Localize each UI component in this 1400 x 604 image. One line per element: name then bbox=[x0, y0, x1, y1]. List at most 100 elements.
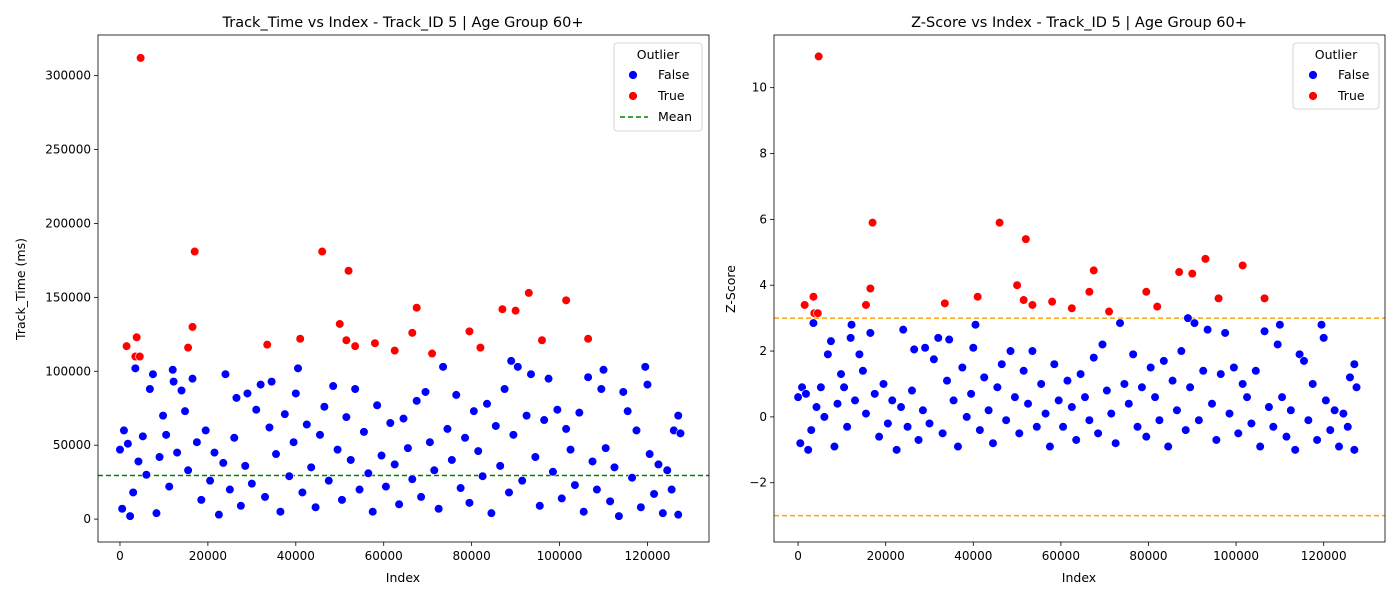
z-score-legend-label-false: False bbox=[1338, 67, 1370, 82]
track-time-point-normal bbox=[141, 470, 151, 480]
track-time-point-normal bbox=[275, 507, 286, 517]
z-score-point-normal bbox=[942, 376, 952, 386]
track-time-point-normal bbox=[158, 411, 168, 421]
track-time-point-normal bbox=[376, 450, 387, 461]
z-score-point-outlier bbox=[1027, 300, 1038, 310]
z-score-point-normal bbox=[1124, 399, 1134, 409]
z-score-point-normal bbox=[997, 359, 1007, 369]
track-time-legend-box bbox=[613, 42, 703, 132]
track-time-point-outlier bbox=[524, 288, 534, 298]
track-time-point-normal bbox=[425, 437, 435, 447]
z-score-point-normal bbox=[1119, 379, 1129, 389]
track-time-point-normal bbox=[220, 369, 231, 379]
z-score-point-normal bbox=[861, 409, 871, 419]
z-score-point-normal bbox=[892, 445, 902, 455]
z-score-point-normal bbox=[1316, 320, 1327, 330]
z-score-point-normal bbox=[1338, 409, 1348, 419]
track-time-point-outlier bbox=[497, 304, 508, 314]
z-score-point-normal bbox=[850, 395, 860, 406]
z-score-point-normal bbox=[1132, 422, 1143, 432]
z-score-y-tick-label: 0 bbox=[759, 410, 767, 424]
z-score-plot-frame bbox=[773, 34, 1386, 543]
track-time-y-axis-label: Track_Time (ms) bbox=[13, 238, 28, 341]
track-time-point-normal bbox=[574, 408, 584, 418]
z-score-point-normal bbox=[1093, 428, 1103, 438]
z-score-point-normal bbox=[1334, 441, 1344, 452]
track-time-point-normal bbox=[372, 400, 382, 410]
track-time-point-normal bbox=[673, 510, 683, 520]
z-score-point-normal bbox=[907, 385, 917, 396]
z-score-point-normal bbox=[1102, 385, 1112, 396]
track-time-point-normal bbox=[168, 365, 178, 375]
track-time-x-tick-label: 0 bbox=[116, 549, 124, 563]
track-time-point-normal bbox=[429, 465, 439, 475]
track-time-point-outlier bbox=[370, 338, 380, 348]
track-time-point-outlier bbox=[427, 348, 437, 359]
z-score-x-tick-label: 40000 bbox=[954, 549, 992, 563]
track-time-y-tick-label: 300000 bbox=[45, 69, 91, 83]
z-score-point-normal bbox=[1075, 369, 1086, 379]
track-time-point-normal bbox=[412, 396, 422, 406]
track-time-point-normal bbox=[229, 433, 239, 443]
z-score-point-outlier bbox=[1174, 267, 1184, 277]
track-time-point-normal bbox=[354, 484, 365, 495]
track-time-point-normal bbox=[587, 456, 598, 467]
track-time-legend-marker-true bbox=[628, 91, 638, 101]
z-score-point-normal bbox=[918, 405, 928, 415]
track-time-plot-frame bbox=[97, 34, 710, 543]
z-score-point-normal bbox=[909, 344, 919, 355]
z-score-point-normal bbox=[1005, 346, 1016, 356]
track-time-y-tick-label: 100000 bbox=[45, 364, 91, 378]
track-time-y-tick-label: 250000 bbox=[45, 143, 91, 157]
z-score-point-normal bbox=[1111, 438, 1121, 448]
track-time-point-normal bbox=[209, 447, 220, 458]
track-time-point-normal bbox=[548, 467, 558, 477]
track-time-point-normal bbox=[328, 381, 338, 391]
track-time-legend: Outlier False True Mean bbox=[613, 42, 703, 132]
track-time-point-normal bbox=[592, 484, 602, 495]
z-score-point-normal bbox=[1032, 422, 1042, 432]
z-score-x-axis-label: Index bbox=[1062, 570, 1096, 585]
track-time-point-normal bbox=[271, 449, 281, 459]
z-score-point-normal bbox=[913, 435, 924, 445]
track-time-point-normal bbox=[478, 471, 488, 481]
track-time-point-normal bbox=[284, 471, 294, 481]
track-time-point-normal bbox=[614, 511, 624, 521]
track-time-point-normal bbox=[368, 507, 378, 517]
track-time-point-normal bbox=[242, 388, 253, 399]
z-score-x-tick-label: 0 bbox=[794, 549, 802, 563]
track-time-points bbox=[115, 53, 686, 521]
z-score-point-normal bbox=[1294, 349, 1305, 359]
track-time-point-outlier bbox=[183, 343, 193, 353]
z-score-point-normal bbox=[1299, 356, 1309, 366]
track-time-point-normal bbox=[293, 363, 303, 373]
z-score-point-normal bbox=[1150, 392, 1160, 402]
z-score-x-tick-label: 60000 bbox=[1042, 549, 1080, 563]
z-score-point-normal bbox=[984, 405, 994, 415]
z-score-point-normal bbox=[1089, 353, 1099, 363]
track-time-point-normal bbox=[138, 431, 148, 441]
track-time-point-normal bbox=[469, 406, 479, 416]
z-score-threshold-lines bbox=[774, 317, 1385, 517]
z-score-point-normal bbox=[854, 349, 865, 359]
track-time-legend-marker-false bbox=[628, 70, 638, 80]
z-score-point-normal bbox=[968, 343, 978, 353]
track-time-point-normal bbox=[390, 459, 400, 469]
z-score-point-normal bbox=[924, 418, 935, 429]
z-score-y-tick-label: 2 bbox=[759, 344, 767, 358]
z-score-point-normal bbox=[1023, 399, 1033, 409]
track-time-point-normal bbox=[130, 363, 140, 373]
track-time-point-normal bbox=[601, 443, 611, 453]
track-time-point-normal bbox=[517, 476, 527, 486]
track-time-point-normal bbox=[164, 481, 174, 492]
z-score-point-normal bbox=[938, 428, 948, 438]
z-score-point-normal bbox=[1286, 405, 1296, 415]
z-score-point-normal bbox=[1146, 362, 1156, 373]
track-time-chart-title: Track_Time vs Index - Track_ID 5 | Age G… bbox=[222, 15, 584, 31]
track-time-x-tick-label: 80000 bbox=[453, 549, 491, 563]
z-score-point-normal bbox=[970, 320, 981, 330]
z-score-point-normal bbox=[836, 369, 846, 379]
z-score-point-outlier bbox=[1047, 297, 1057, 307]
z-score-point-normal bbox=[1172, 405, 1182, 415]
z-score-point-normal bbox=[1207, 399, 1217, 409]
